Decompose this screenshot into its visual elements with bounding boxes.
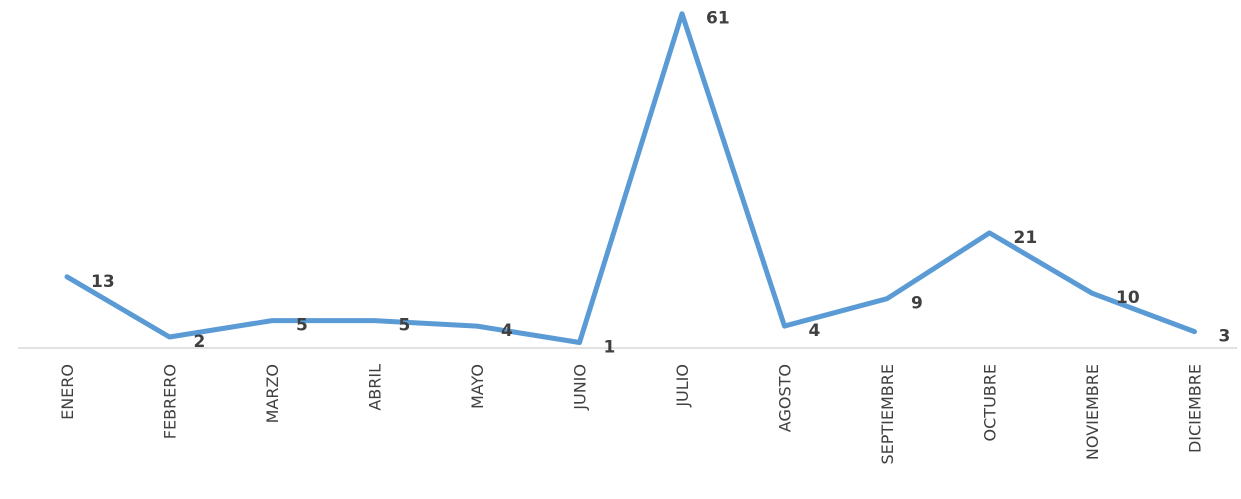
data-label: 5 (399, 316, 411, 336)
data-label: 10 (1116, 288, 1140, 308)
data-label: 4 (501, 321, 513, 341)
x-tick-label: JUNIO (571, 364, 590, 411)
series-line (64, 11, 1197, 345)
data-label: 1 (604, 338, 616, 358)
x-tick-label: NOVIEMBRE (1083, 364, 1102, 460)
x-tick-labels: ENERO FEBRERO MARZO ABRIL MAYO JUNIO JULIO AGOS… (58, 364, 1205, 465)
x-tick-label: FEBRERO (161, 364, 180, 439)
data-label: 5 (296, 316, 308, 336)
x-tick-label: DICIEMBRE (1186, 364, 1205, 453)
data-label: 21 (1014, 228, 1038, 248)
x-tick-label: ENERO (58, 364, 77, 420)
x-tick-label: MAYO (468, 364, 487, 409)
x-tick-label: MARZO (263, 364, 282, 423)
data-label: 13 (91, 272, 115, 292)
x-tick-label: AGOSTO (776, 364, 795, 432)
x-tick-label: SEPTIEMBRE (878, 364, 897, 465)
data-label: 61 (706, 9, 730, 29)
x-tick-label: OCTUBRE (981, 364, 1000, 441)
x-tick-label: JULIO (673, 364, 692, 408)
data-labels: 13 2 5 5 4 1 61 4 9 21 10 3 (91, 9, 1230, 358)
data-label: 3 (1219, 327, 1231, 347)
data-label: 4 (809, 321, 821, 341)
data-label: 2 (194, 332, 206, 352)
x-tick-label: ABRIL (366, 364, 385, 411)
data-label: 9 (911, 294, 923, 314)
